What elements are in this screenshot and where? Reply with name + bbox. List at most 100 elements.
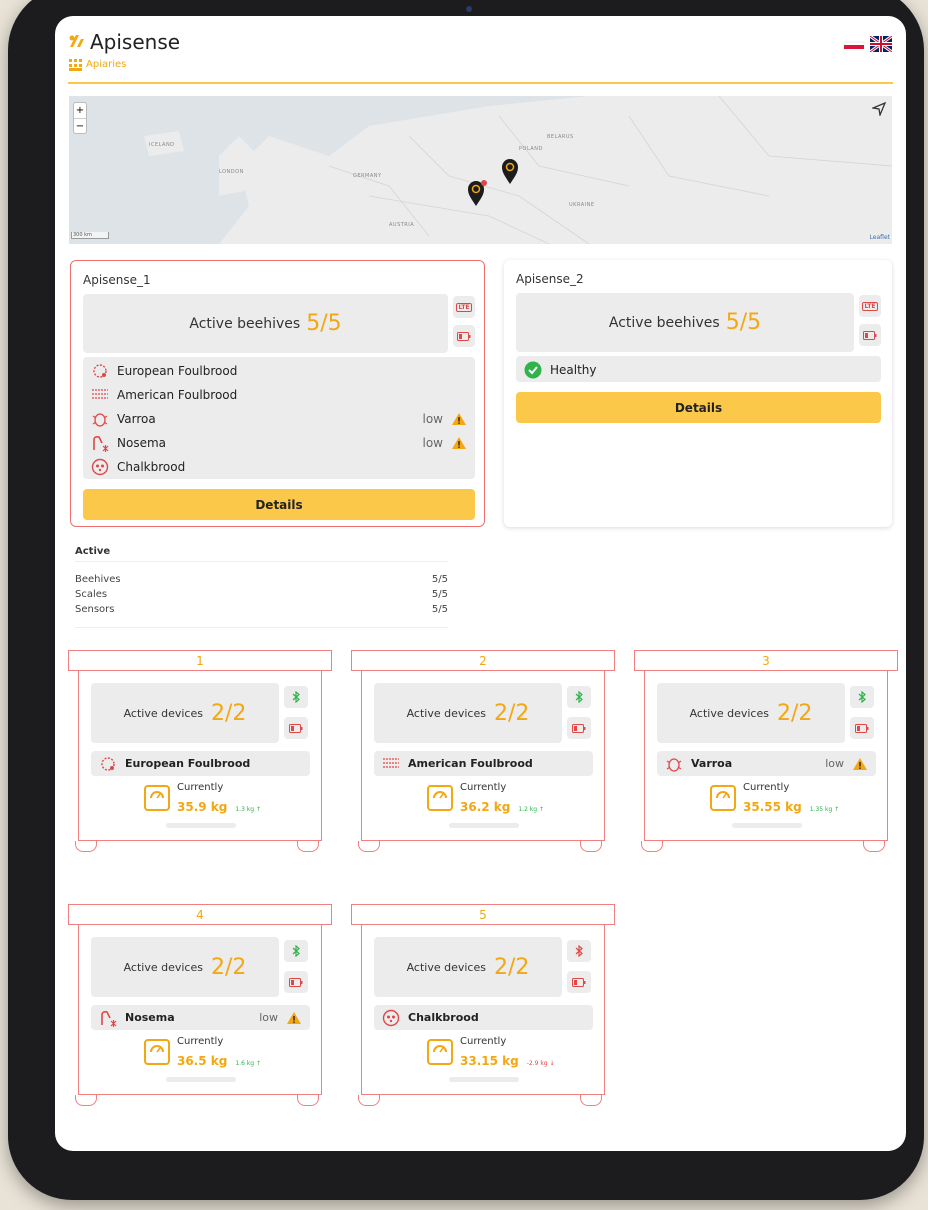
locate-button[interactable] bbox=[872, 102, 886, 116]
hive-body: Active devices 2/2 European Foulbrood Curre… bbox=[78, 671, 322, 841]
condition-icon bbox=[91, 434, 109, 452]
condition-row: European Foulbrood bbox=[91, 359, 467, 383]
drawer-handle bbox=[166, 823, 236, 828]
condition-list: European Foulbrood American Foulbrood Varr… bbox=[83, 357, 475, 479]
battery-indicator bbox=[284, 717, 308, 739]
brand: Apisense bbox=[90, 30, 181, 54]
map[interactable]: + − 300 km Leaflet ICELAND LONDON GERMANY P… bbox=[69, 96, 892, 244]
logo-icon bbox=[69, 35, 84, 47]
header-divider bbox=[68, 82, 893, 84]
hive: 2 Active devices 2/2 American Foulbrood Curr… bbox=[351, 650, 615, 856]
condition-list: Healthy bbox=[516, 356, 881, 382]
hive: 4 Active devices 2/2 Nosema low Currently 36.5… bbox=[68, 904, 332, 1110]
nav-link[interactable]: Apiaries bbox=[86, 59, 127, 70]
condition-icon bbox=[99, 1009, 117, 1027]
weight: 33.15 kg bbox=[460, 1054, 519, 1068]
active-value: 5/5 bbox=[725, 310, 762, 335]
bluetooth-indicator bbox=[850, 686, 874, 708]
details-button[interactable]: Details bbox=[83, 489, 475, 520]
weight-change: 1.6 kg ↑ bbox=[235, 1060, 262, 1067]
condition-name: Chalkbrood bbox=[408, 1011, 479, 1024]
weight-line: 33.15 kg -2.9 kg ↓ bbox=[460, 1050, 555, 1069]
condition-icon bbox=[91, 386, 109, 404]
active-label: Active devices bbox=[123, 706, 203, 720]
lte-label: LTE bbox=[456, 302, 472, 312]
condition-level: low bbox=[422, 412, 444, 426]
drawer-handle bbox=[732, 823, 802, 828]
summary-table: Active Beehives 5/5 Scales 5/5 Sensors 5/5 bbox=[75, 546, 448, 628]
bluetooth-indicator bbox=[284, 686, 308, 708]
condition-row: Nosema low bbox=[91, 431, 467, 455]
zoom-in[interactable]: + bbox=[75, 105, 85, 116]
hive-foot bbox=[580, 1095, 602, 1106]
active-label: Active devices bbox=[689, 706, 769, 720]
hive-foot bbox=[75, 1095, 97, 1106]
hive-foot bbox=[641, 841, 663, 852]
active-box: Active devices 2/2 bbox=[91, 937, 279, 997]
condition-row: Nosema low bbox=[91, 1005, 310, 1030]
hive-body: Active devices 2/2 Nosema low Currently 36.5 … bbox=[78, 925, 322, 1095]
condition-name: American Foulbrood bbox=[117, 388, 238, 402]
condition-row: Varroa low bbox=[657, 751, 876, 776]
condition-name: European Foulbrood bbox=[125, 757, 251, 770]
screen: Apisense Apiaries + − bbox=[55, 16, 906, 1151]
map-marker[interactable] bbox=[501, 158, 521, 186]
active-label: Active devices bbox=[406, 706, 486, 720]
condition-row: European Foulbrood bbox=[91, 751, 310, 776]
condition-name: Nosema bbox=[117, 436, 166, 450]
map-land bbox=[69, 96, 892, 244]
summary-title: Active bbox=[75, 546, 448, 562]
summary-label: Sensors bbox=[75, 604, 115, 615]
active-value: 2/2 bbox=[210, 954, 247, 980]
active-box: Active devices 2/2 bbox=[91, 683, 279, 743]
scale-icon bbox=[144, 1039, 170, 1069]
active-value: 2/2 bbox=[493, 954, 530, 980]
active-label: Active devices bbox=[123, 960, 203, 974]
map-marker[interactable] bbox=[467, 180, 489, 208]
condition-name: Chalkbrood bbox=[117, 460, 186, 474]
battery-indicator bbox=[453, 325, 475, 347]
hive: 5 Active devices 2/2 Chalkbrood Currently 33.… bbox=[351, 904, 615, 1110]
warning-icon bbox=[451, 412, 467, 426]
apiary-card: Apisense_1 Active beehives 5/5 LTE European … bbox=[70, 260, 485, 527]
weight: 35.55 kg bbox=[743, 800, 802, 814]
map-label: BELARUS bbox=[547, 134, 574, 140]
hive-body: Active devices 2/2 Chalkbrood Currently 33.1… bbox=[361, 925, 605, 1095]
condition-row: American Foulbrood bbox=[374, 751, 593, 776]
summary-label: Beehives bbox=[75, 574, 121, 585]
apiary-name: Apisense_2 bbox=[516, 272, 584, 286]
hive-foot bbox=[297, 1095, 319, 1106]
current-label: Currently bbox=[460, 782, 507, 793]
summary-row: Beehives 5/5 bbox=[75, 572, 448, 587]
condition-row: Chalkbrood bbox=[374, 1005, 593, 1030]
zoom-out[interactable]: − bbox=[74, 118, 86, 134]
battery-indicator bbox=[850, 717, 874, 739]
condition-level: low bbox=[825, 757, 844, 770]
hive-body: Active devices 2/2 American Foulbrood Curre… bbox=[361, 671, 605, 841]
language-flags[interactable] bbox=[844, 36, 892, 52]
weight-line: 35.55 kg 1.35 kg ↑ bbox=[743, 796, 839, 815]
active-value: 2/2 bbox=[493, 700, 530, 726]
lte-indicator: LTE bbox=[859, 295, 881, 317]
battery-indicator bbox=[859, 324, 881, 346]
active-box: Active devices 2/2 bbox=[374, 937, 562, 997]
battery-indicator bbox=[284, 971, 308, 993]
condition-icon bbox=[382, 755, 400, 773]
drawer-handle bbox=[449, 823, 519, 828]
current-label: Currently bbox=[177, 1036, 224, 1047]
condition-name: American Foulbrood bbox=[408, 757, 533, 770]
summary-label: Scales bbox=[75, 589, 108, 600]
hive-foot bbox=[358, 1095, 380, 1106]
weight-line: 35.9 kg 1.3 kg ↑ bbox=[177, 796, 261, 815]
battery-indicator bbox=[567, 971, 591, 993]
condition-name: European Foulbrood bbox=[117, 364, 238, 378]
details-button[interactable]: Details bbox=[516, 392, 881, 423]
map-attribution[interactable]: Leaflet bbox=[869, 234, 890, 241]
hive-foot bbox=[863, 841, 885, 852]
hive-number: 5 bbox=[351, 904, 615, 925]
active-value: 5/5 bbox=[306, 311, 342, 336]
active-box: Active beehives 5/5 bbox=[516, 293, 854, 352]
scale-icon bbox=[427, 1039, 453, 1069]
hive: 3 Active devices 2/2 Varroa low Currently 35.5… bbox=[634, 650, 898, 856]
